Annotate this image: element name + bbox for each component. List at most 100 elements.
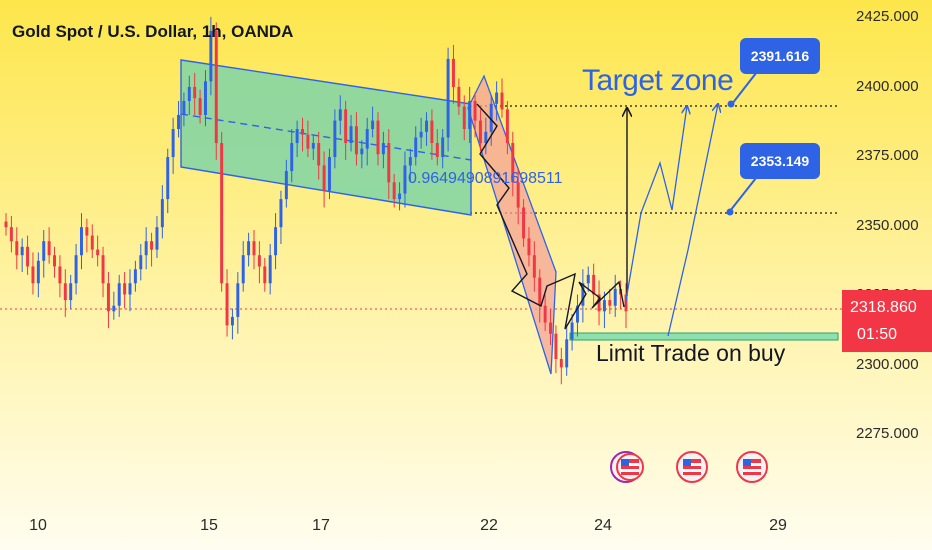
candle-down[interactable] — [90, 235, 94, 250]
candle-up[interactable] — [171, 129, 175, 158]
candle-up[interactable] — [414, 137, 418, 158]
candle-down[interactable] — [220, 143, 224, 284]
candle-up[interactable] — [398, 193, 402, 200]
candle-down[interactable] — [214, 30, 218, 144]
candle-up[interactable] — [565, 339, 569, 368]
candle-up[interactable] — [241, 255, 245, 284]
candle-up[interactable] — [268, 255, 272, 284]
candle-down[interactable] — [554, 333, 558, 359]
candle-up[interactable] — [203, 81, 207, 115]
candle-down[interactable] — [387, 143, 391, 183]
candle-down[interactable] — [53, 255, 57, 267]
candle-up[interactable] — [36, 260, 40, 284]
candle-up[interactable] — [182, 100, 186, 115]
candle-up[interactable] — [586, 274, 590, 284]
candle-down[interactable] — [198, 98, 202, 115]
candle-down[interactable] — [106, 283, 110, 312]
candle-up[interactable] — [247, 241, 251, 256]
candle-up[interactable] — [581, 283, 585, 306]
candle-down[interactable] — [306, 134, 310, 149]
candle-up[interactable] — [570, 322, 574, 340]
candle-up[interactable] — [209, 30, 213, 82]
candle-down[interactable] — [4, 221, 8, 228]
candle-up[interactable] — [468, 100, 472, 130]
candle-down[interactable] — [522, 207, 526, 239]
current-price-badge[interactable]: 2318.860 01:50 — [842, 290, 932, 352]
candle-up[interactable] — [69, 283, 73, 301]
candle-down[interactable] — [462, 106, 466, 130]
candle-down[interactable] — [516, 182, 520, 208]
event-marker[interactable] — [736, 451, 768, 483]
candle-down[interactable] — [301, 129, 305, 135]
candle-down[interactable] — [123, 283, 127, 295]
candle-up[interactable] — [575, 305, 579, 323]
candle-down[interactable] — [263, 266, 267, 284]
candle-down[interactable] — [511, 143, 515, 183]
candle-up[interactable] — [133, 269, 137, 284]
time-axis[interactable]: 10 15 17 22 24 29 — [29, 517, 787, 534]
candle-up[interactable] — [489, 103, 493, 132]
candle-down[interactable] — [354, 126, 358, 155]
candle-down[interactable] — [559, 358, 563, 368]
candle-down[interactable] — [322, 165, 326, 191]
candle-down[interactable] — [549, 322, 553, 334]
candle-down[interactable] — [505, 109, 509, 144]
event-marker[interactable] — [676, 451, 708, 483]
candle-down[interactable] — [15, 241, 19, 256]
candle-down[interactable] — [478, 120, 482, 144]
candle-down[interactable] — [58, 266, 62, 284]
candle-down[interactable] — [101, 255, 105, 284]
candle-down[interactable] — [257, 255, 261, 267]
candle-down[interactable] — [500, 92, 504, 110]
candle-down[interactable] — [193, 86, 197, 99]
candle-down[interactable] — [473, 100, 477, 121]
candle-down[interactable] — [252, 241, 256, 256]
candle-down[interactable] — [96, 249, 100, 256]
candle-down[interactable] — [26, 246, 30, 267]
candle-up[interactable] — [187, 86, 191, 101]
candle-up[interactable] — [274, 227, 278, 256]
candle-up[interactable] — [441, 137, 445, 158]
candle-up[interactable] — [408, 157, 412, 166]
candle-down[interactable] — [435, 143, 439, 158]
limit-buy-zone[interactable] — [569, 332, 839, 341]
candle-down[interactable] — [457, 86, 461, 107]
candle-down[interactable] — [608, 300, 612, 306]
candle-down[interactable] — [597, 294, 601, 312]
callout-upper[interactable]: 2391.616 — [740, 38, 820, 74]
callout-lower[interactable]: 2353.149 — [740, 143, 820, 179]
candle-up[interactable] — [160, 199, 164, 228]
candle-up[interactable] — [112, 305, 116, 312]
price-axis[interactable]: 2425.000 2400.000 2375.000 2350.000 2325… — [856, 8, 919, 442]
candle-down[interactable] — [9, 227, 13, 242]
symbol-title[interactable]: Gold Spot / U.S. Dollar, 1h, OANDA — [12, 22, 294, 41]
candle-up[interactable] — [155, 227, 159, 250]
candle-up[interactable] — [613, 288, 617, 306]
candle-up[interactable] — [42, 241, 46, 261]
candle-series[interactable] — [4, 16, 628, 385]
candle-up[interactable] — [338, 109, 342, 121]
candle-up[interactable] — [117, 283, 121, 306]
candle-down[interactable] — [392, 182, 396, 200]
candle-up[interactable] — [446, 58, 450, 138]
candle-down[interactable] — [527, 238, 531, 256]
candle-down[interactable] — [430, 120, 434, 144]
candle-up[interactable] — [144, 241, 148, 256]
candle-up[interactable] — [484, 131, 488, 144]
candle-up[interactable] — [349, 126, 353, 144]
candle-up[interactable] — [311, 143, 315, 149]
candle-down[interactable] — [538, 277, 542, 306]
candle-down[interactable] — [225, 283, 229, 326]
candle-up[interactable] — [381, 143, 385, 155]
candle-down[interactable] — [532, 255, 536, 278]
candle-down[interactable] — [150, 241, 154, 250]
candle-up[interactable] — [602, 300, 606, 312]
candle-up[interactable] — [360, 148, 364, 155]
candle-up[interactable] — [284, 171, 288, 200]
event-marker[interactable] — [610, 451, 644, 483]
candle-up[interactable] — [495, 92, 499, 104]
candle-down[interactable] — [592, 274, 596, 295]
candle-down[interactable] — [376, 120, 380, 155]
